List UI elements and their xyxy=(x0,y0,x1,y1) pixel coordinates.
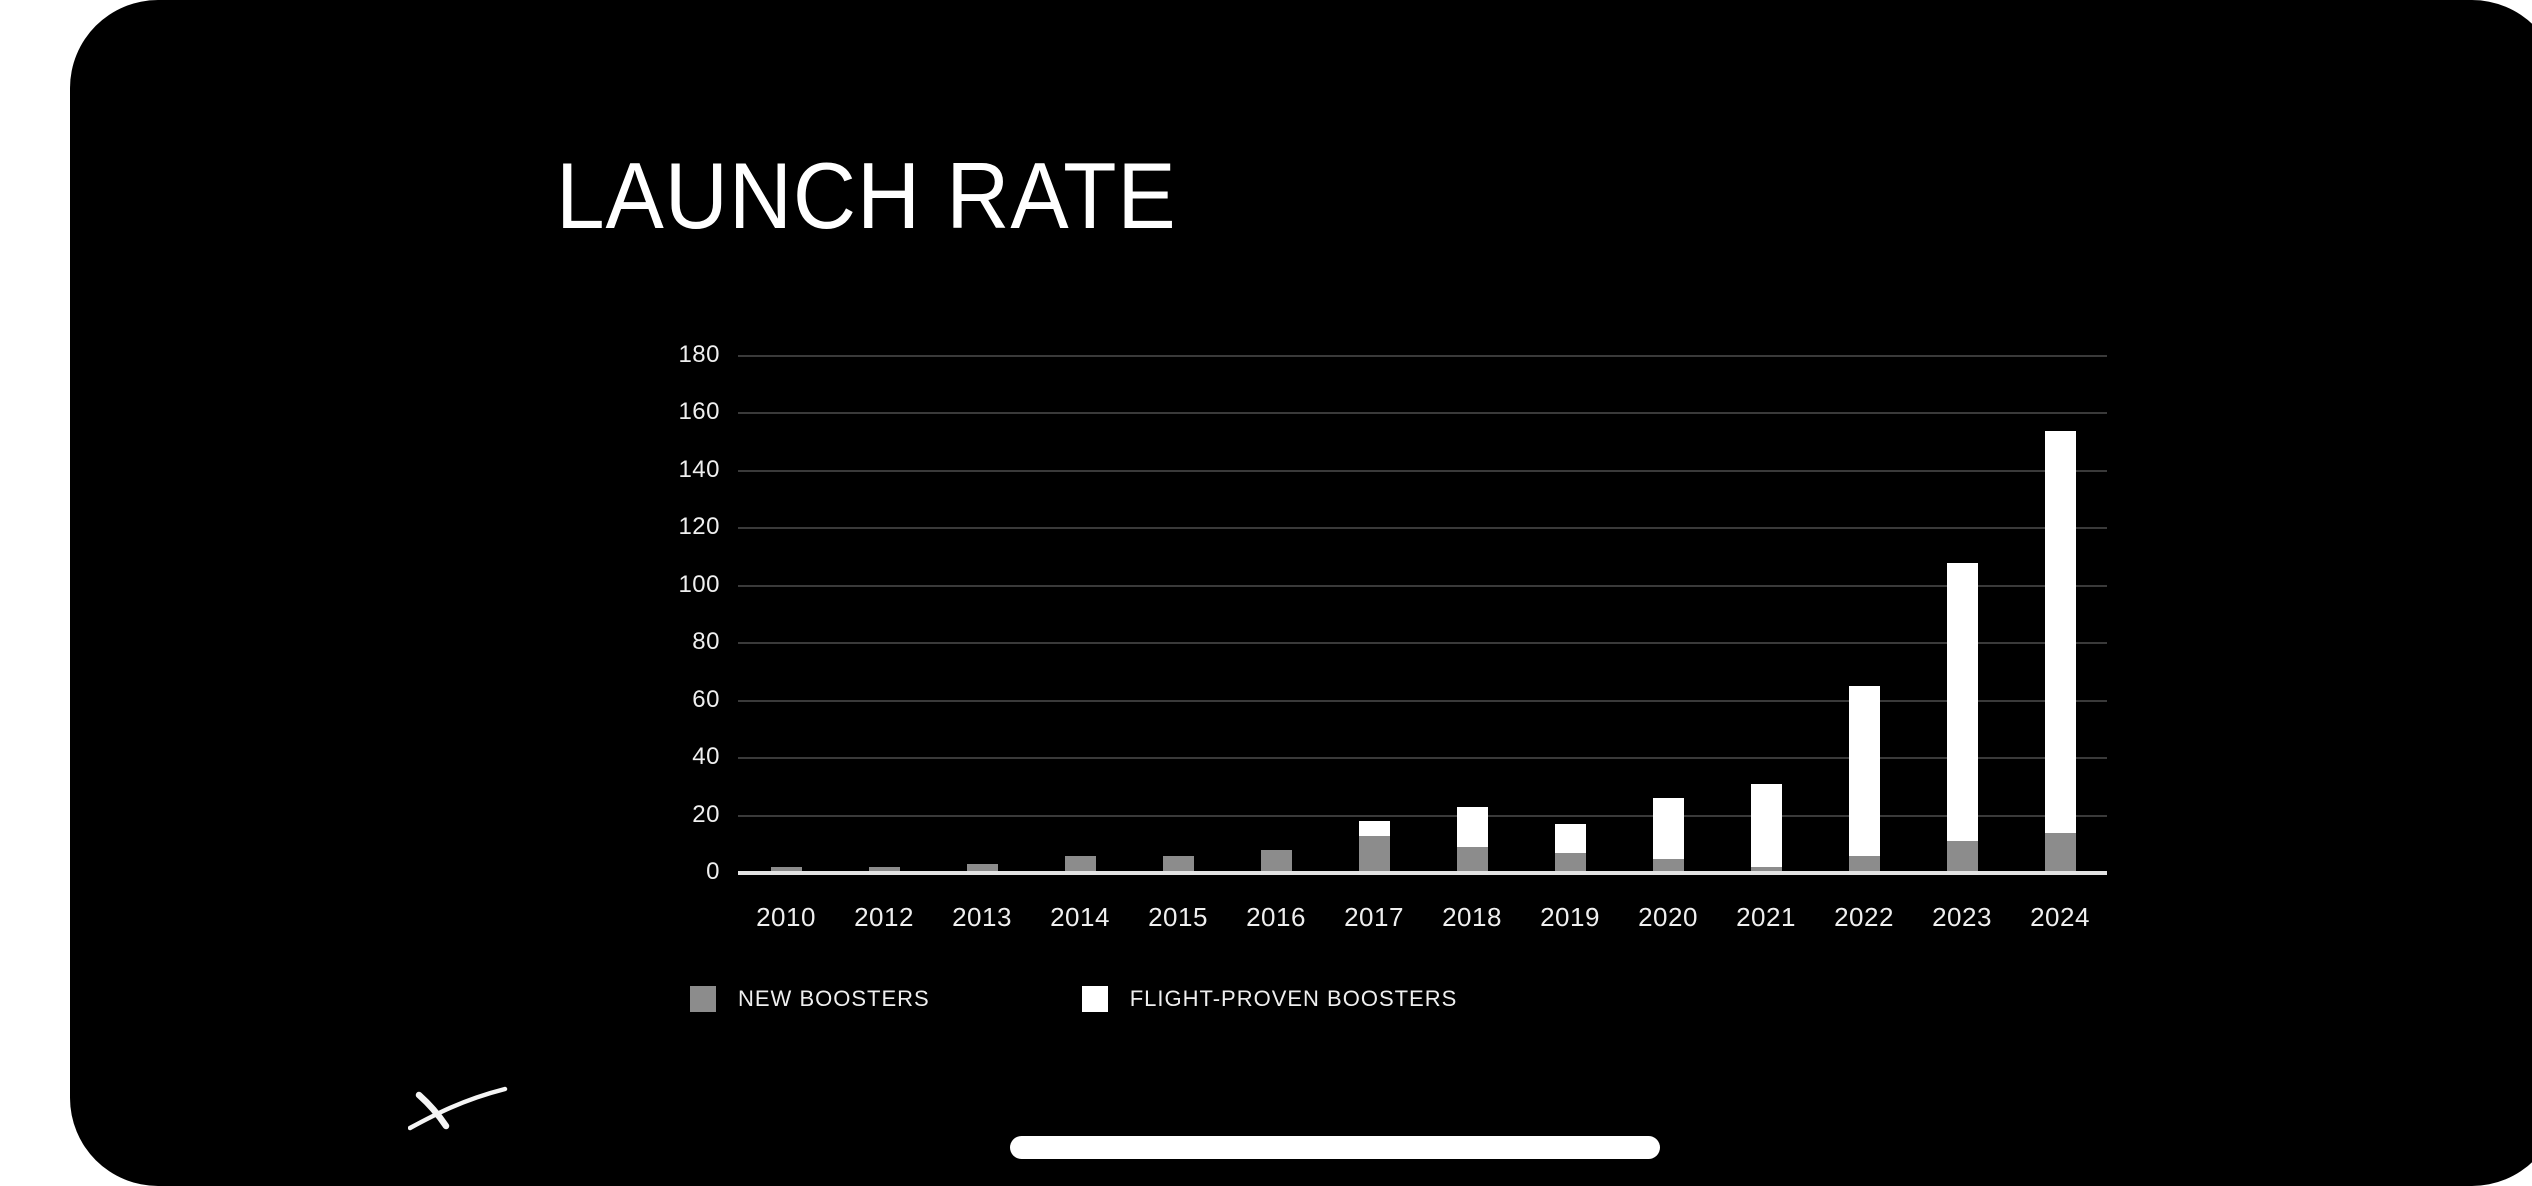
page-title: LAUNCH RATE xyxy=(556,143,1177,248)
y-axis-label-120: 120 xyxy=(678,513,720,541)
phone-screen: LAUNCH RATE 0 20 40 60 80 100 120 140 160 180 201… xyxy=(70,0,2532,1186)
x-axis-label-2013: 2013 xyxy=(952,902,1012,932)
bar-segment-new-2020 xyxy=(1652,858,1684,873)
bar-segment-flight-proven-2019 xyxy=(1554,824,1586,853)
legend: NEW BOOSTERS FLIGHT-PROVEN BOOSTERS xyxy=(690,986,1457,1012)
bar-segment-new-2010 xyxy=(770,867,802,873)
plot-area xyxy=(738,355,2107,875)
x-axis-label-2010: 2010 xyxy=(756,902,816,932)
bar-segment-flight-proven-2021 xyxy=(1750,783,1782,868)
y-axis-label-100: 100 xyxy=(678,570,720,598)
bar-segment-new-2024 xyxy=(2044,832,2076,873)
bar-segment-new-2015 xyxy=(1162,855,1194,873)
bar-segment-flight-proven-2024 xyxy=(2044,430,2076,833)
gridline-60 xyxy=(738,699,2107,702)
y-axis-label-60: 60 xyxy=(692,685,720,713)
x-axis-label-2015: 2015 xyxy=(1148,902,1208,932)
x-axis-label-2014: 2014 xyxy=(1050,902,1110,932)
y-axis-label-80: 80 xyxy=(692,628,720,656)
x-axis-label-2017: 2017 xyxy=(1344,902,1404,932)
bar-segment-flight-proven-2018 xyxy=(1456,806,1488,848)
gridline-80 xyxy=(738,642,2107,645)
gridline-100 xyxy=(738,584,2107,587)
legend-item-flight-proven-boosters: FLIGHT-PROVEN BOOSTERS xyxy=(1081,986,1458,1012)
y-axis-label-140: 140 xyxy=(678,455,720,483)
gridline-120 xyxy=(738,527,2107,530)
bar-segment-new-2018 xyxy=(1456,847,1488,873)
bar-segment-flight-proven-2017 xyxy=(1358,821,1390,836)
gridline-140 xyxy=(738,469,2107,472)
gridline-160 xyxy=(738,412,2107,415)
bar-segment-new-2017 xyxy=(1358,835,1390,873)
legend-item-new-boosters: NEW BOOSTERS xyxy=(690,986,930,1012)
gridline-180 xyxy=(738,355,2107,357)
x-axis-label-2022: 2022 xyxy=(1834,902,1894,932)
gridline-20 xyxy=(738,814,2107,817)
legend-swatch-flight-proven-boosters xyxy=(1081,986,1108,1012)
y-axis-label-20: 20 xyxy=(692,800,720,828)
gridline-40 xyxy=(738,757,2107,760)
bar-segment-new-2019 xyxy=(1554,852,1586,873)
x-axis-label-2016: 2016 xyxy=(1246,902,1306,932)
bar-segment-flight-proven-2023 xyxy=(1946,562,1978,842)
bar-segment-new-2023 xyxy=(1946,841,1978,873)
y-axis-label-40: 40 xyxy=(692,743,720,771)
y-axis-label-0: 0 xyxy=(706,858,720,885)
spacex-x-swoosh-icon xyxy=(408,1086,508,1131)
bar-segment-flight-proven-2020 xyxy=(1652,798,1684,859)
bar-segment-new-2016 xyxy=(1260,850,1292,873)
bar-segment-new-2014 xyxy=(1064,855,1096,873)
x-axis-label-2024: 2024 xyxy=(2030,902,2090,932)
bar-segment-new-2013 xyxy=(966,864,998,873)
x-axis-label-2021: 2021 xyxy=(1736,902,1796,932)
home-indicator[interactable] xyxy=(1010,1136,1660,1159)
bar-segment-new-2022 xyxy=(1848,855,1880,873)
bar-segment-new-2021 xyxy=(1750,867,1782,873)
legend-label-new-boosters: NEW BOOSTERS xyxy=(738,986,930,1011)
x-axis-line xyxy=(738,871,2107,875)
x-axis-label-2012: 2012 xyxy=(854,902,914,932)
legend-label-flight-proven-boosters: FLIGHT-PROVEN BOOSTERS xyxy=(1129,986,1458,1011)
bar-segment-new-2012 xyxy=(868,867,900,873)
x-axis-label-2019: 2019 xyxy=(1540,902,1600,932)
x-axis-label-2020: 2020 xyxy=(1638,902,1698,932)
x-axis-label-2018: 2018 xyxy=(1442,902,1502,932)
y-axis-label-160: 160 xyxy=(678,398,720,426)
y-axis-label-180: 180 xyxy=(678,341,720,368)
legend-swatch-new-boosters xyxy=(690,986,716,1012)
bar-segment-flight-proven-2022 xyxy=(1848,686,1880,856)
x-axis-label-2023: 2023 xyxy=(1932,902,1992,932)
